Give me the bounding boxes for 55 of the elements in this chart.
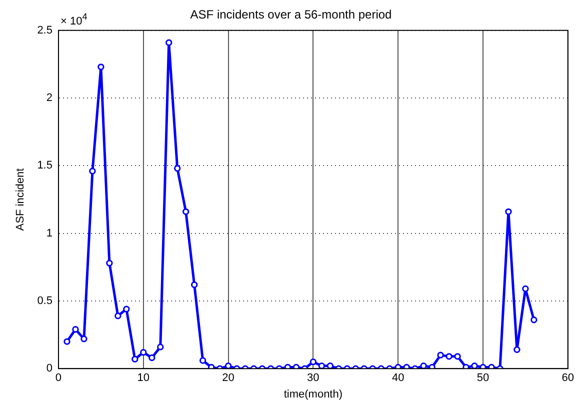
point <box>106 260 113 266</box>
point <box>132 356 138 362</box>
point <box>123 306 130 312</box>
point <box>318 362 326 369</box>
point <box>292 364 300 369</box>
point <box>530 316 538 324</box>
point <box>462 364 470 369</box>
point <box>420 362 427 369</box>
y-tick-label: 2 <box>46 92 52 104</box>
y-axis-title: ASF incident <box>14 168 27 231</box>
point <box>98 64 104 70</box>
point <box>488 364 495 369</box>
y-tick-label: 1.5 <box>37 160 52 172</box>
point <box>224 362 232 369</box>
point <box>166 39 172 46</box>
point <box>89 168 96 174</box>
point <box>64 338 70 345</box>
point <box>310 358 317 366</box>
point <box>72 326 79 333</box>
point <box>471 362 478 369</box>
point <box>208 364 215 369</box>
y-tick-label: 0.5 <box>37 294 52 307</box>
point <box>446 353 452 360</box>
y-tick-label: 0 <box>46 362 52 375</box>
point <box>148 354 156 362</box>
point <box>403 364 410 369</box>
x-tick-label: 30 <box>307 372 320 384</box>
point <box>394 364 402 369</box>
x-tick-label: 50 <box>476 372 490 384</box>
point <box>284 364 292 369</box>
point <box>514 346 520 354</box>
point <box>174 165 181 172</box>
x-tick-label: 0 <box>55 372 62 384</box>
point <box>140 349 147 356</box>
point <box>182 208 190 216</box>
point <box>80 335 88 342</box>
point <box>454 353 461 360</box>
point <box>157 344 164 350</box>
point <box>505 208 512 216</box>
x-tick-label: 20 <box>222 372 234 384</box>
point <box>199 357 206 364</box>
x-tick-label: 40 <box>392 372 404 384</box>
x-tick-label: 60 <box>562 372 574 384</box>
x-axis-title: time(month) <box>284 388 343 400</box>
y-tick-label: 1 <box>46 227 52 240</box>
point <box>114 312 122 320</box>
point <box>522 285 529 292</box>
x-tick-label: 10 <box>137 372 150 384</box>
point <box>326 362 334 369</box>
point <box>190 281 198 288</box>
chart-title: ASF incidents over a 56-month period <box>190 8 392 22</box>
point <box>480 364 486 369</box>
y-tick-label: 2.5 <box>37 24 52 36</box>
point <box>437 352 444 358</box>
point <box>428 364 436 369</box>
